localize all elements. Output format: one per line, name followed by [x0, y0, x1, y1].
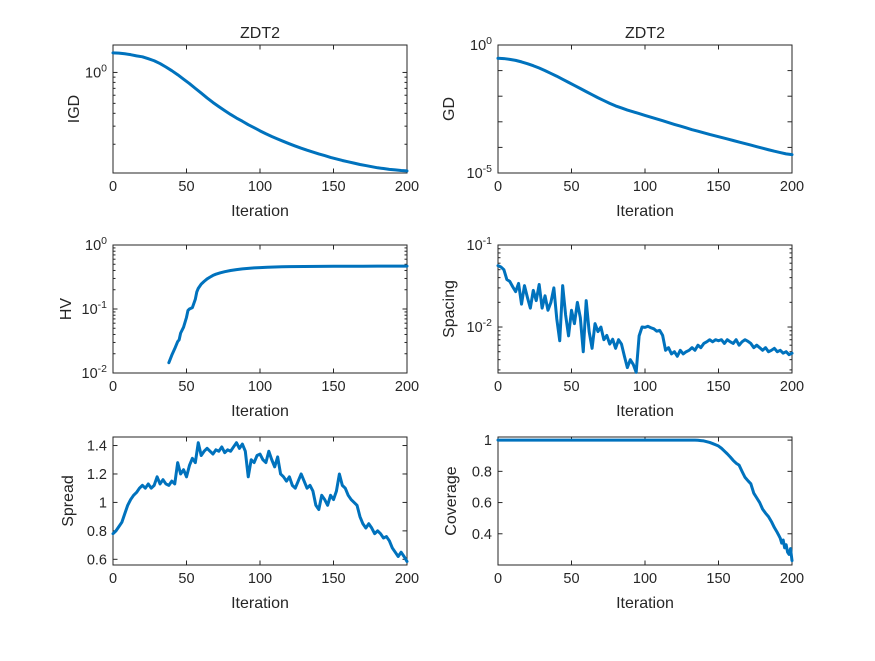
x-tick-label: 50 [178, 571, 194, 587]
x-ticks-coverage: 0 50 100 150 200 [494, 437, 804, 587]
y-tick-label: 0.6 [87, 552, 107, 568]
ylabel-igd: IGD [66, 95, 83, 123]
x-tick-label: 100 [248, 571, 272, 587]
title-igd: ZDT2 [240, 25, 280, 42]
series-line-gd [496, 56, 794, 157]
x-tick-label: 50 [563, 179, 579, 195]
series-line-spread [111, 441, 409, 563]
x-tick-label: 100 [633, 179, 657, 195]
y-tick-label: 0.8 [472, 464, 492, 480]
ylabel-gd: GD [441, 97, 458, 121]
y-ticks-hv: 100 10-1 10-2 [82, 235, 407, 382]
xlabel-hv: Iteration [231, 403, 289, 420]
x-tick-label: 50 [563, 379, 579, 395]
x-tick-label: 200 [395, 179, 419, 195]
x-tick-label: 0 [109, 571, 117, 587]
x-tick-label: 0 [494, 179, 502, 195]
x-ticks-igd: 0 50 100 150 200 [109, 45, 419, 195]
y-ticks-gd: 100 10-5 [467, 35, 792, 182]
x-tick-label: 200 [395, 379, 419, 395]
y-tick-label: 10-1 [467, 235, 493, 254]
ylabel-spread: Spread [60, 475, 77, 527]
x-tick-label: 50 [563, 571, 579, 587]
y-tick-label: 1.4 [87, 439, 107, 455]
plot-box-coverage [497, 436, 793, 566]
plot-box-gd [497, 44, 793, 174]
xlabel-coverage: Iteration [616, 595, 674, 612]
ylabel-spacing: Spacing [441, 280, 458, 338]
x-tick-label: 0 [494, 379, 502, 395]
series-line-hv [167, 264, 409, 365]
subplot-spread: 0 50 100 150 200 0.6 0.8 1 1.2 1.4 Iteration Spread [60, 436, 419, 612]
subplot-igd: 0 50 100 150 200 100 ZDT2 Iteration IGD [66, 25, 419, 220]
y-tick-label: 100 [470, 35, 492, 54]
x-tick-label: 200 [780, 571, 804, 587]
y-tick-label: 100 [85, 235, 107, 254]
y-tick-label: 1 [484, 433, 492, 449]
y-tick-label: 0.4 [472, 527, 492, 543]
title-gd: ZDT2 [625, 25, 665, 42]
subplot-gd: 0 50 100 150 200 100 10-5 ZDT2 Iteration GD [441, 25, 804, 220]
x-tick-label: 150 [321, 179, 345, 195]
x-tick-label: 150 [321, 379, 345, 395]
x-tick-label: 150 [706, 571, 730, 587]
series-line-coverage [496, 438, 794, 563]
subplot-hv: 0 50 100 150 200 100 10-1 10-2 Iteration HV [58, 235, 419, 420]
y-tick-label: 1 [99, 495, 107, 511]
y-tick-label: 10-2 [82, 363, 108, 382]
y-tick-label: 10-5 [467, 163, 493, 182]
y-tick-label: 100 [85, 62, 107, 81]
x-tick-label: 150 [706, 179, 730, 195]
x-tick-label: 150 [706, 379, 730, 395]
y-tick-label: 10-1 [82, 299, 108, 318]
xlabel-spread: Iteration [231, 595, 289, 612]
xlabel-gd: Iteration [616, 203, 674, 220]
y-ticks-spread: 0.6 0.8 1 1.2 1.4 [87, 439, 407, 568]
y-tick-label: 0.6 [472, 496, 492, 512]
series-line-spacing [496, 264, 794, 374]
subplot-spacing: 0 50 100 150 200 10-1 10-2 Iteration Spacing [441, 235, 804, 420]
y-tick-label: 1.2 [87, 467, 107, 483]
y-ticks-coverage: 0.4 0.6 0.8 1 [472, 433, 792, 543]
y-ticks-igd: 100 [85, 62, 407, 145]
y-tick-label: 10-2 [467, 317, 493, 336]
x-tick-label: 0 [494, 571, 502, 587]
x-tick-label: 100 [633, 571, 657, 587]
y-ticks-spacing: 10-1 10-2 [467, 235, 792, 371]
x-tick-label: 50 [178, 379, 194, 395]
xlabel-spacing: Iteration [616, 403, 674, 420]
x-tick-label: 200 [395, 571, 419, 587]
x-tick-label: 0 [109, 179, 117, 195]
x-tick-label: 200 [780, 179, 804, 195]
x-ticks-gd: 0 50 100 150 200 [494, 45, 804, 195]
x-ticks-spacing: 0 50 100 150 200 [494, 245, 804, 395]
y-tick-label: 0.8 [87, 524, 107, 540]
ylabel-coverage: Coverage [443, 466, 460, 535]
x-ticks-hv: 0 50 100 150 200 [109, 245, 419, 395]
x-tick-label: 200 [780, 379, 804, 395]
x-tick-label: 0 [109, 379, 117, 395]
x-tick-label: 50 [178, 179, 194, 195]
plot-box-hv [112, 244, 408, 374]
x-tick-label: 100 [248, 179, 272, 195]
x-tick-label: 100 [633, 379, 657, 395]
x-tick-label: 150 [321, 571, 345, 587]
subplot-coverage: 0 50 100 150 200 0.4 0.6 0.8 1 Iteration Coverage [443, 433, 804, 612]
xlabel-igd: Iteration [231, 203, 289, 220]
plot-box-igd [112, 44, 408, 174]
x-ticks-spread: 0 50 100 150 200 [109, 437, 419, 587]
series-line-igd [111, 51, 409, 173]
x-tick-label: 100 [248, 379, 272, 395]
ylabel-hv: HV [58, 298, 75, 321]
